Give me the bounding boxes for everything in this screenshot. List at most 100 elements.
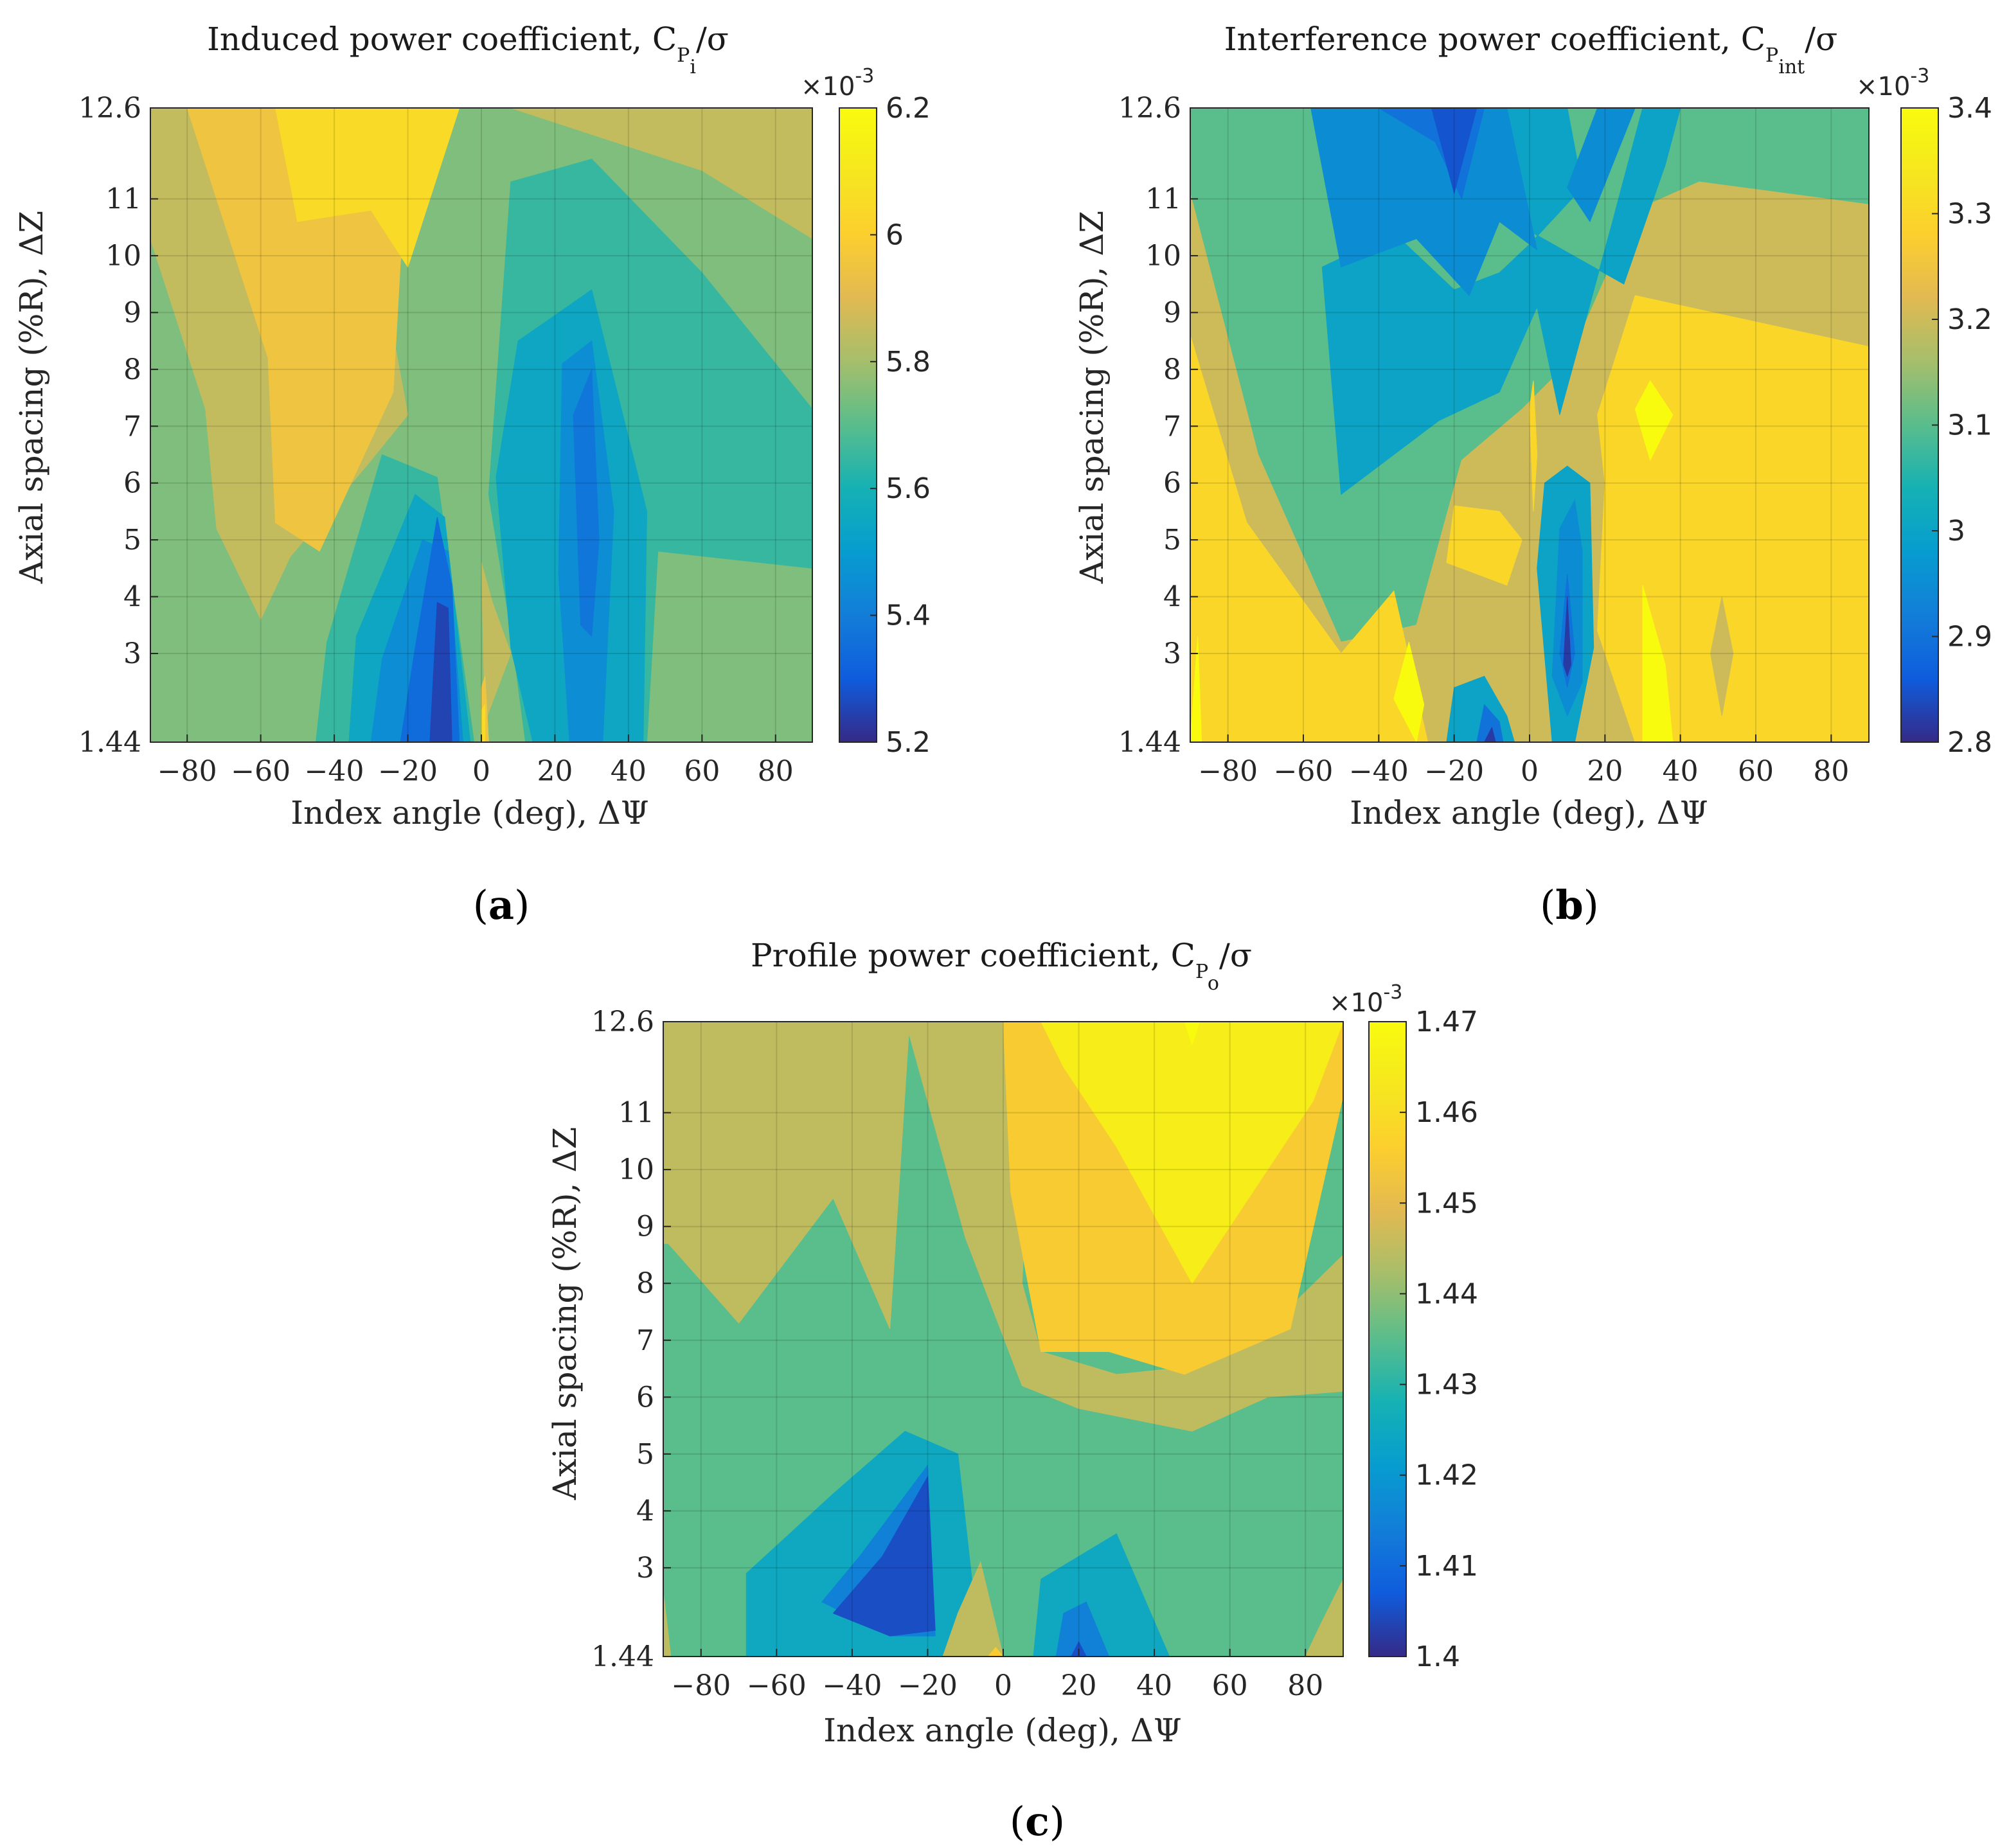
panel-b-xtick-label-5: 20 <box>1587 755 1623 788</box>
panel-b-ytick-label-6: 8 <box>1163 353 1181 386</box>
panel-b-x-ticks: −80 −60 −40 −20 0 20 40 60 80 <box>1198 734 1849 788</box>
panel-b-colorbar: 2.8 2.9 3 3.1 3.2 3.3 3.4 <box>1900 92 1992 759</box>
panel-b-label: (b) <box>1540 882 1599 928</box>
panel-a-xtick-label-8: 80 <box>758 755 794 788</box>
panel-b-ytick-label-5: 7 <box>1163 410 1181 443</box>
panel-b-contour-region-4 <box>1446 505 1522 586</box>
panel-c-contour-region-4 <box>663 1590 672 1657</box>
panel-b-colorbar-label-2: 3 <box>1947 515 1965 547</box>
panel-b-ytick-label-1: 3 <box>1163 637 1181 670</box>
panel-c-ytick-label-8: 10 <box>618 1153 654 1186</box>
panel-b-xtick-label-1: −60 <box>1274 755 1334 788</box>
panel-b-ytick-label-8: 10 <box>1145 240 1181 272</box>
panel-b-ytick-label-2: 4 <box>1163 581 1181 614</box>
panel-a-xtick-label-0: −80 <box>157 755 217 788</box>
panel-c-xtick-label-7: 60 <box>1212 1669 1248 1702</box>
panel-a-contour-region-14 <box>481 562 512 722</box>
panel-c-ytick-label-2: 4 <box>636 1495 654 1527</box>
panel-c-xtick-label-6: 40 <box>1136 1669 1172 1702</box>
panel-c-colorbar-label-3: 1.43 <box>1415 1369 1478 1401</box>
panel-b-ytick-label-7: 9 <box>1163 296 1181 329</box>
panel-c-colorbar-gradient <box>1368 1021 1407 1657</box>
panel-b-colorbar-label-5: 3.3 <box>1947 198 1992 231</box>
panel-b-xtick-label-8: 80 <box>1813 755 1849 788</box>
panel-c-grid <box>663 1021 1343 1657</box>
panel-b-contour-region-11 <box>1310 108 1681 495</box>
panel-a-ytick-label-7: 9 <box>123 296 141 329</box>
panel-b-xtick-label-6: 40 <box>1663 755 1699 788</box>
panel-c-colorbar-label-1: 1.41 <box>1415 1550 1478 1583</box>
panel-a-xtick-label-5: 20 <box>537 755 573 788</box>
panel-c-ytick-label-7: 9 <box>636 1211 654 1243</box>
panel-b-contour-region-9 <box>1642 585 1674 742</box>
panel-b-contour-region-12 <box>1310 108 1538 296</box>
panel-c-y-ticks: 1.44 3 4 5 6 7 8 9 10 11 12.6 <box>591 1006 671 1673</box>
panel-b-colorbar-label-1: 2.9 <box>1947 621 1992 653</box>
panel-c-contour-region-16 <box>942 1561 1004 1657</box>
panel-c-colorbar-label-2: 1.42 <box>1415 1459 1478 1492</box>
panel-b-ytick-label-0: 1.44 <box>1118 726 1181 759</box>
panel-b-xtick-label-7: 60 <box>1738 755 1774 788</box>
panel-c-colorbar-exponent: ×10-3 <box>1329 981 1402 1018</box>
panel-a-colorbar-label-5: 6.2 <box>886 92 931 125</box>
panel-c-y-label: Axial spacing (%R), ΔZ <box>546 1127 584 1500</box>
panel-a-induced-power: Induced power coefficient, CPi/σ −80 −60−… <box>13 21 931 928</box>
panel-a-ytick-label-6: 8 <box>123 353 141 386</box>
panel-c-contour-region-8 <box>1040 1022 1343 1284</box>
panel-a-xtick-label-3: −20 <box>378 755 438 788</box>
panel-a-colorbar-gradient <box>839 107 877 743</box>
panel-c-colorbar-label-7: 1.47 <box>1415 1006 1478 1038</box>
panel-c-colorbar-label-6: 1.46 <box>1415 1096 1478 1129</box>
panel-c-contour-regions <box>663 1022 1343 1657</box>
panel-c-ytick-label-4: 6 <box>636 1381 654 1414</box>
panel-b-contour-region-19 <box>1563 596 1572 677</box>
panel-c-title: Profile power coefficient, CPo/σ <box>751 937 1252 995</box>
panel-a-xtick-label-6: 40 <box>611 755 647 788</box>
panel-c-colorbar: 1.4 1.41 1.42 1.43 1.44 1.45 1.46 1.47 <box>1368 1006 1478 1673</box>
panel-b-y-label: Axial spacing (%R), ΔZ <box>1073 211 1111 584</box>
panel-a-title: Induced power coefficient, CPi/σ <box>207 21 729 78</box>
panel-a-ytick-label-0: 1.44 <box>78 726 141 759</box>
panel-b-contour-region-15 <box>1567 108 1636 222</box>
panel-b-contour-region-10 <box>1710 596 1734 716</box>
panel-c-x-ticks: −80 −60 −40 −20 0 20 40 60 80 <box>671 1649 1323 1702</box>
panel-c-contour-region-9 <box>1184 1022 1201 1045</box>
panel-b-contour-region-8 <box>1634 380 1674 461</box>
panel-c-label: (c) <box>1010 1798 1065 1845</box>
panel-a-contour-region-8 <box>573 369 600 637</box>
panel-c-xtick-label-2: −40 <box>822 1669 882 1702</box>
panel-c-xtick-label-3: −20 <box>898 1669 958 1702</box>
panel-a-x-label: Index angle (deg), ΔΨ <box>290 794 649 831</box>
panel-b-x-label: Index angle (deg), ΔΨ <box>1350 794 1708 831</box>
panel-a-label: (a) <box>473 882 530 928</box>
panel-a-y-ticks: 1.44 3 4 5 6 7 8 9 10 11 12.6 <box>78 92 158 759</box>
panel-a-xtick-label-2: −40 <box>305 755 364 788</box>
panel-a-ytick-label-3: 5 <box>123 524 141 556</box>
panel-a-ytick-label-10: 12.6 <box>78 92 141 125</box>
panel-c-ytick-label-9: 11 <box>618 1097 654 1130</box>
panel-c-ytick-label-6: 8 <box>636 1267 654 1300</box>
panel-a-colorbar-label-1: 5.4 <box>886 600 931 632</box>
panel-b-xtick-label-3: −20 <box>1424 755 1484 788</box>
panel-c-contour-region-12 <box>832 1475 936 1637</box>
panel-a-colorbar-label-4: 6 <box>886 218 904 251</box>
panel-b-contour-region-6 <box>1190 636 1202 742</box>
panel-b-ytick-label-9: 11 <box>1145 183 1181 216</box>
panel-b-xtick-label-0: −80 <box>1198 755 1258 788</box>
panel-b-ytick-label-4: 6 <box>1163 467 1181 500</box>
panel-a-colorbar-label-3: 5.8 <box>886 346 931 378</box>
panel-b-title: Interference power coefficient, CPint/σ <box>1224 21 1837 78</box>
panel-c-contour-region-17 <box>987 1647 1004 1657</box>
panel-c-colorbar-label-0: 1.4 <box>1415 1640 1460 1673</box>
panel-b-colorbar-label-3: 3.1 <box>1947 409 1992 442</box>
panel-c-xtick-label-1: −60 <box>747 1669 807 1702</box>
panel-a-colorbar-exponent: ×10-3 <box>801 65 874 102</box>
panel-a-contour-region-4 <box>275 108 460 268</box>
panel-b-interference-power: Interference power coefficient, CPint/σ … <box>1073 21 1992 928</box>
panel-a-ytick-label-2: 4 <box>123 581 141 614</box>
panel-a-xtick-label-4: 0 <box>472 755 490 788</box>
panel-a-ytick-label-1: 3 <box>123 637 141 670</box>
panel-c-contour-region-14 <box>1055 1601 1110 1657</box>
panel-b-contour-region-2 <box>1190 335 1429 742</box>
